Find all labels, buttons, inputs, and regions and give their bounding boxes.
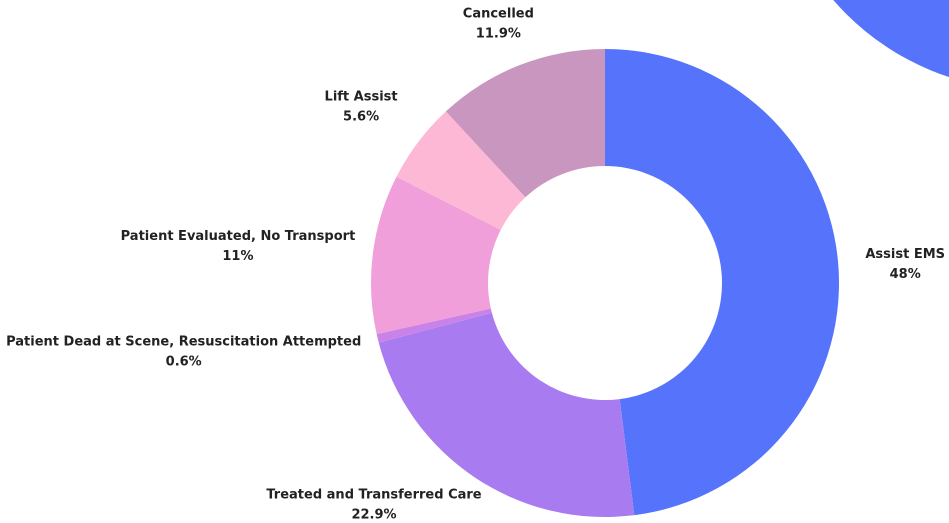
slice-label: Treated and Transferred Care	[266, 488, 481, 503]
slice-value-label: 0.6%	[166, 355, 202, 370]
slice-label: Cancelled	[463, 7, 534, 22]
slice	[371, 176, 501, 335]
slice-value-label: 48%	[890, 267, 921, 282]
slice-value-label: 22.9%	[351, 508, 396, 523]
slice	[376, 308, 492, 343]
slice	[605, 49, 840, 516]
slice-label: Patient Dead at Scene, Resuscitation Att…	[6, 335, 361, 350]
slice-value-label: 5.6%	[343, 109, 379, 124]
slice-label: Assist EMS	[865, 247, 945, 262]
slice-label: Lift Assist	[325, 89, 398, 104]
slice	[445, 49, 605, 198]
decorative-circle	[833, 0, 949, 78]
slice-value-label: 11.9%	[476, 27, 521, 42]
slice	[396, 111, 526, 230]
slice-value-label: 11%	[222, 249, 253, 264]
slice-label: Patient Evaluated, No Transport	[121, 229, 356, 244]
slice	[378, 312, 635, 517]
